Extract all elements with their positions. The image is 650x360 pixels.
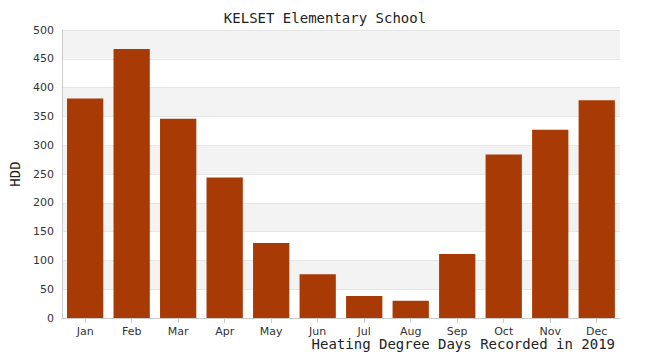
svg-text:Apr: Apr — [215, 325, 235, 338]
svg-text:Nov: Nov — [539, 325, 561, 338]
svg-text:400: 400 — [33, 81, 54, 94]
svg-text:Mar: Mar — [168, 325, 189, 338]
svg-text:100: 100 — [33, 254, 54, 267]
svg-text:Dec: Dec — [586, 325, 608, 338]
svg-text:300: 300 — [33, 139, 54, 152]
svg-text:Aug: Aug — [400, 325, 422, 338]
svg-text:0: 0 — [47, 312, 54, 325]
svg-text:250: 250 — [33, 168, 54, 181]
svg-text:Oct: Oct — [494, 325, 514, 338]
svg-text:KELSET Elementary School: KELSET Elementary School — [224, 10, 426, 26]
svg-text:500: 500 — [33, 24, 54, 37]
svg-text:50: 50 — [40, 283, 54, 296]
svg-text:Heating Degree Days Recorded i: Heating Degree Days Recorded in 2019 — [312, 336, 615, 352]
svg-text:350: 350 — [33, 110, 54, 123]
svg-text:HDD: HDD — [7, 161, 23, 186]
svg-text:Jun: Jun — [309, 325, 327, 338]
svg-text:May: May — [260, 325, 283, 338]
svg-text:450: 450 — [33, 52, 54, 65]
svg-text:200: 200 — [33, 196, 54, 209]
svg-text:150: 150 — [33, 225, 54, 238]
svg-text:Jul: Jul — [357, 325, 371, 338]
svg-text:Jan: Jan — [76, 325, 94, 338]
svg-text:Sep: Sep — [446, 325, 468, 338]
svg-text:Feb: Feb — [122, 325, 141, 338]
